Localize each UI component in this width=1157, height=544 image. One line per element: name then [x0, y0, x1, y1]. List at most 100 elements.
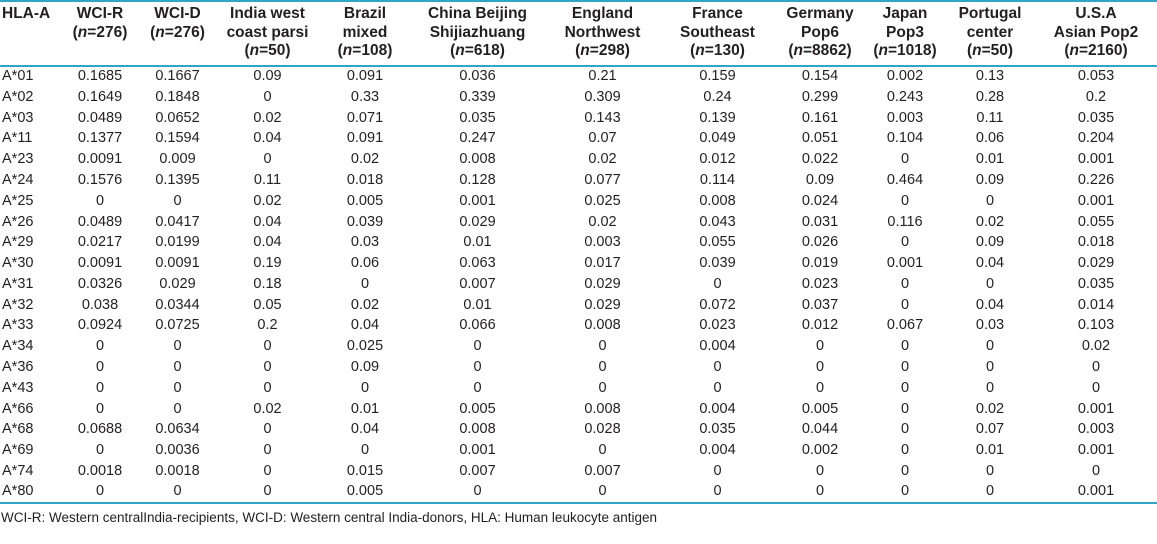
- frequency-value: 0.002: [801, 442, 839, 459]
- frequency-value: 0: [900, 463, 910, 480]
- frequency-value: 0.012: [699, 151, 736, 168]
- table-row-a-30: A*30 0.0091 0.0091 0.19 0.06 0.063 0.017 0.039 0…: [0, 253, 1157, 274]
- frequency-value: 0.038: [81, 296, 119, 313]
- frequency-value: 0.035: [459, 109, 496, 126]
- frequency-value: 0: [263, 338, 272, 355]
- frequency-value: 0.077: [584, 171, 621, 188]
- frequency-value: 0.029: [459, 213, 496, 230]
- frequency-value: 0: [545, 481, 660, 504]
- table-row-a-32: A*32 0.038 0.0344 0.05 0.02 0.01 0.029 0.072 0.0…: [0, 295, 1157, 316]
- frequency-value: 0: [95, 442, 105, 459]
- frequency-value: 0.007: [584, 463, 621, 480]
- table-row-a-01: A*01 0.1685 0.1667 0.09 0.091 0.036 0.21 0.159 0…: [0, 66, 1157, 87]
- frequency-value: 0: [598, 359, 607, 376]
- frequency-value: 0: [173, 379, 182, 396]
- frequency-value: 0.023: [699, 317, 736, 334]
- frequency-value: 0.018: [1077, 234, 1115, 251]
- frequency-value: 0.0688: [77, 421, 123, 438]
- n-value: 108: [361, 42, 388, 60]
- frequency-value: 0: [410, 481, 545, 504]
- frequency-value: 0.33: [350, 88, 380, 105]
- column-name: Germany Pop6: [786, 5, 854, 41]
- table-header-row: HLA-A WCI-R (n=276) WCI-D (n=276) India west …: [0, 1, 1157, 67]
- frequency-value: 0.007: [459, 275, 496, 292]
- n-value: 50: [268, 42, 286, 60]
- frequency-value: 0.01: [975, 151, 1005, 168]
- frequency-value: 0.025: [584, 192, 621, 209]
- table-row-a-25: A*25 0 0 0.02 0.005 0.001 0.025 0.008 0.024 0 0 0.0…: [0, 191, 1157, 212]
- frequency-value: 0.071: [346, 109, 384, 126]
- frequency-value: 0.039: [699, 255, 736, 272]
- frequency-value: 0.004: [699, 338, 736, 355]
- frequency-value: 0: [815, 463, 825, 480]
- frequency-value: 0.1685: [77, 68, 123, 85]
- allele-label: A*33: [2, 317, 34, 334]
- frequency-value: 0.005: [320, 481, 410, 504]
- column-sample-size: (n=8862): [788, 42, 852, 60]
- frequency-value: 0.02: [975, 400, 1005, 417]
- frequency-value: 0.0018: [77, 463, 123, 480]
- frequency-value: 0.001: [1035, 481, 1157, 504]
- frequency-value: 0: [95, 400, 105, 417]
- frequency-value: 0.031: [801, 213, 839, 230]
- frequency-value: 0.0091: [77, 151, 123, 168]
- frequency-value: 0.1649: [77, 88, 123, 105]
- frequency-value: 0.02: [253, 400, 282, 417]
- frequency-value: 0.28: [975, 88, 1005, 105]
- frequency-value: 0.161: [801, 109, 839, 126]
- column-name: Brazil mixed: [342, 5, 388, 41]
- column-sample-size: (n=2160): [1064, 42, 1128, 60]
- frequency-value: 0: [473, 379, 482, 396]
- frequency-value: 0.053: [1077, 68, 1115, 85]
- frequency-value: 0.0344: [155, 296, 200, 313]
- n-value: 618: [473, 42, 500, 60]
- table-row-a-80: A*80 0 0 0 0.005 0 0 0 0 0 0 0.001: [0, 481, 1157, 504]
- column-header-india-west-coast-parsi: India west coast parsi (n=50): [215, 1, 320, 67]
- column-name: WCI-R: [76, 5, 124, 22]
- column-sample-size: (n=50): [966, 42, 1014, 60]
- allele-label: A*02: [2, 88, 34, 105]
- frequency-value: 0.226: [1077, 171, 1115, 188]
- frequency-value: 0.1395: [155, 171, 200, 188]
- table-row-a-74: A*74 0.0018 0.0018 0 0.015 0.007 0.007 0 0 0 0 0: [0, 461, 1157, 482]
- frequency-value: 0.003: [886, 109, 924, 126]
- frequency-value: 0: [985, 359, 995, 376]
- frequency-value: 0.028: [584, 421, 621, 438]
- frequency-value: 0.029: [584, 275, 621, 292]
- column-sample-size: (n=276): [150, 23, 205, 41]
- column-sample-size: (n=298): [575, 42, 630, 60]
- frequency-value: 0.003: [584, 234, 621, 251]
- allele-label: A*68: [2, 421, 34, 438]
- frequency-value: 0.009: [159, 151, 196, 168]
- table-row-a-29: A*29 0.0217 0.0199 0.04 0.03 0.01 0.003 0.055 0.…: [0, 232, 1157, 253]
- frequency-value: 0.0091: [77, 255, 123, 272]
- frequency-value: 0: [473, 338, 482, 355]
- column-header-england-northwest: England Northwest (n=298): [545, 1, 660, 67]
- column-name: France Southeast: [680, 5, 755, 41]
- column-header-germany-pop6: Germany Pop6 (n=8862): [775, 1, 865, 67]
- table-row-a-68: A*68 0.0688 0.0634 0 0.04 0.008 0.028 0.035 0.04…: [0, 419, 1157, 440]
- allele-label: A*11: [2, 130, 33, 147]
- frequency-value: 0.067: [886, 317, 924, 334]
- frequency-value: 0.204: [1077, 130, 1115, 147]
- table-row-a-36: A*36 0 0 0 0.09 0 0 0 0 0 0 0: [0, 357, 1157, 378]
- frequency-value: 0: [95, 379, 105, 396]
- frequency-value: 0: [713, 275, 722, 292]
- frequency-value: 0.21: [588, 68, 617, 85]
- frequency-value: 0.247: [459, 130, 496, 147]
- frequency-value: 0.09: [975, 171, 1005, 188]
- n-value: 130: [713, 42, 740, 60]
- frequency-value: 0.339: [459, 88, 496, 105]
- column-name: England Northwest: [564, 5, 641, 41]
- frequency-value: 0.309: [584, 88, 621, 105]
- frequency-value: 0.008: [459, 421, 496, 438]
- frequency-value: 0.018: [346, 171, 384, 188]
- frequency-value: 0.1848: [155, 88, 200, 105]
- table-header: HLA-A WCI-R (n=276) WCI-D (n=276) India west …: [0, 1, 1157, 67]
- frequency-value: 0.13: [975, 68, 1005, 85]
- column-header-portugal-center: Portugal center (n=50): [945, 1, 1035, 67]
- table-row-a-69: A*69 0 0.0036 0 0 0.001 0 0.004 0.002 0 0.01 0.001: [0, 440, 1157, 461]
- frequency-value: 0.02: [350, 296, 380, 313]
- frequency-value: 0: [140, 481, 215, 504]
- frequency-value: 0: [263, 88, 272, 105]
